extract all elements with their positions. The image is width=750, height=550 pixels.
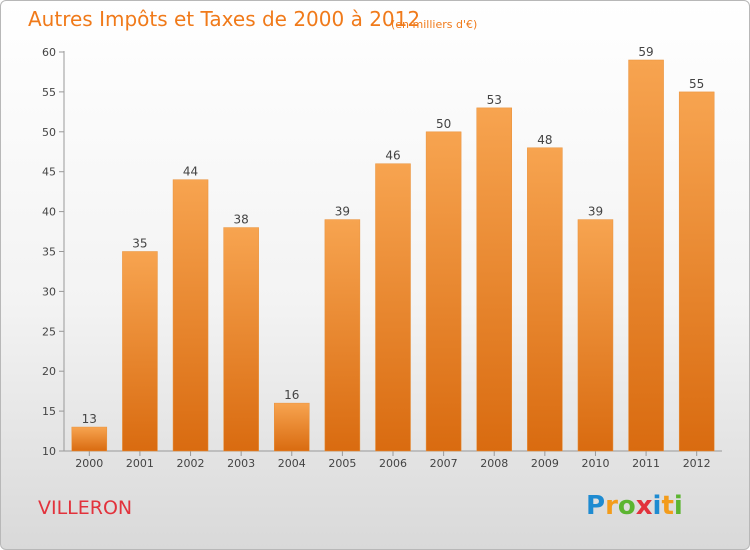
bar <box>172 179 209 452</box>
y-tick-label: 45 <box>42 166 56 179</box>
bar <box>527 147 563 452</box>
logo-letter: i <box>652 491 662 521</box>
data-label: 53 <box>487 93 502 107</box>
bar <box>71 426 108 452</box>
x-tick-label: 2003 <box>227 457 255 470</box>
x-tick-label: 2011 <box>632 457 660 470</box>
y-tick-label: 40 <box>42 206 56 219</box>
data-label: 46 <box>385 149 400 163</box>
y-tick-label: 30 <box>42 285 56 298</box>
x-tick-label: 2010 <box>581 457 609 470</box>
data-label: 39 <box>588 205 603 219</box>
bar <box>577 219 614 452</box>
y-tick-label: 25 <box>42 325 56 338</box>
chart-subtitle: (en milliers d'€) <box>391 18 478 31</box>
logo-letter: r <box>605 491 618 521</box>
data-label: 16 <box>284 388 299 402</box>
bar <box>628 59 664 452</box>
x-tick-label: 2006 <box>379 457 407 470</box>
data-label: 50 <box>436 117 451 131</box>
chart-title: Autres Impôts et Taxes de 2000 à 2012 <box>28 7 421 31</box>
x-tick-label: 2002 <box>177 457 205 470</box>
y-tick-label: 10 <box>42 445 56 458</box>
y-axis: 10 15 20 25 30 35 40 45 50 55 60 <box>42 46 65 458</box>
bar <box>274 402 310 452</box>
bar <box>476 107 512 452</box>
logo-letter: t <box>661 491 674 521</box>
y-tick-label: 50 <box>42 126 56 139</box>
logo-letter: o <box>617 491 636 521</box>
logo-letter: i <box>673 491 683 521</box>
x-tick-label: 2007 <box>430 457 458 470</box>
place-name: VILLERON <box>38 497 133 519</box>
data-label: 44 <box>183 165 198 179</box>
bar <box>678 91 715 452</box>
data-label: 39 <box>335 205 350 219</box>
x-tick-label: 2001 <box>126 457 154 470</box>
data-label: 59 <box>638 45 653 59</box>
data-label: 35 <box>132 237 147 251</box>
x-tick-label: 2009 <box>531 457 559 470</box>
x-tick-label: 2008 <box>480 457 508 470</box>
bar <box>122 251 158 452</box>
x-tick-label: 2012 <box>683 457 711 470</box>
y-tick-label: 35 <box>42 246 56 259</box>
proxiti-logo: Proxiti <box>586 491 683 521</box>
y-tick-label: 55 <box>42 86 56 99</box>
x-tick-label: 2000 <box>75 457 103 470</box>
x-axis: 2000 2001 2002 2003 2004 2005 2006 2007 2008 2009… <box>64 450 722 470</box>
data-label: 55 <box>689 77 704 91</box>
data-label: 48 <box>537 133 552 147</box>
bar <box>324 219 361 452</box>
x-tick-label: 2004 <box>278 457 306 470</box>
data-labels: 13 35 44 38 16 39 46 50 53 48 39 59 55 <box>82 45 705 426</box>
bar <box>223 227 259 452</box>
x-tick-label: 2005 <box>328 457 356 470</box>
y-tick-label: 60 <box>42 46 56 59</box>
logo-letter: x <box>635 491 653 521</box>
data-label: 13 <box>82 412 97 426</box>
y-tick-label: 15 <box>42 405 56 418</box>
bar <box>425 131 462 452</box>
bars <box>71 59 715 452</box>
bar <box>375 163 411 452</box>
logo-letter: P <box>586 491 606 521</box>
y-tick-label: 20 <box>42 365 56 378</box>
data-label: 38 <box>234 213 249 227</box>
